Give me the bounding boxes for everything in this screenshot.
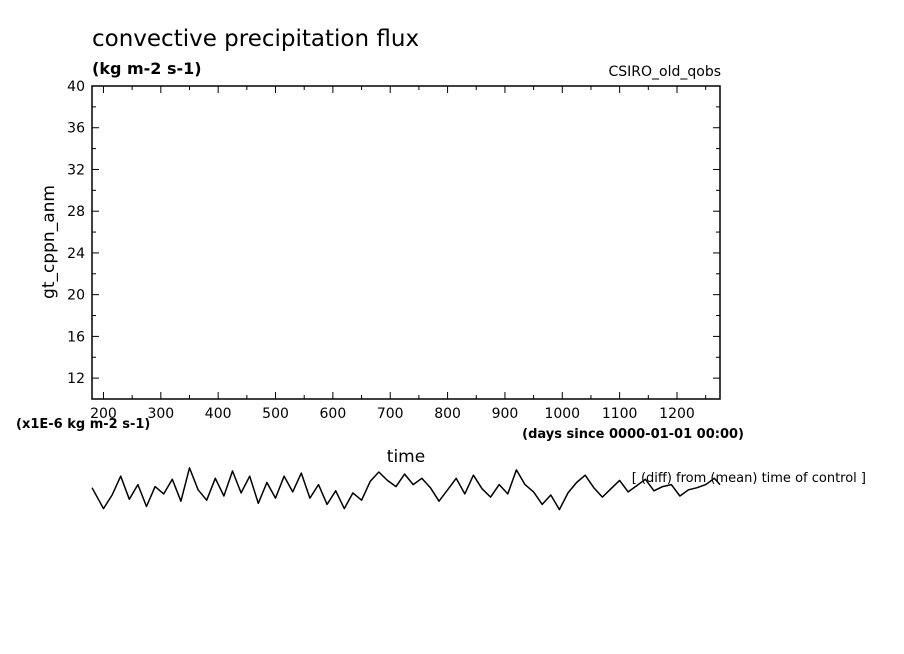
plot-frame <box>91 85 721 400</box>
x-axis: 200 300 400 500 600 700 800 900 1000 1100 1200 <box>90 86 707 422</box>
x-tick-label: 600 <box>320 406 347 422</box>
y-tick-label: 24 <box>67 246 85 262</box>
y-tick-label: 12 <box>67 371 85 387</box>
x-tick-label: 200 <box>90 406 117 422</box>
chart-title: convective precipitation flux <box>92 26 419 52</box>
units-label: (kg m-2 s-1) <box>92 59 202 78</box>
y-tick-label: 40 <box>67 79 85 95</box>
x-axis-label: time <box>387 447 425 467</box>
y-axis-label: gt_cppn_anm <box>39 185 59 299</box>
x-tick-label: 900 <box>492 406 519 422</box>
x-tick-label: 1000 <box>544 406 580 422</box>
x-units-label: (days since 0000-01-01 00:00) <box>522 427 744 442</box>
y-axis: 12 16 20 24 28 32 36 40 <box>67 79 720 400</box>
y-tick-label: 20 <box>67 288 85 304</box>
scale-note: (x1E-6 kg m-2 s-1) <box>16 417 150 432</box>
x-tick-label: 700 <box>377 406 404 422</box>
y-tick-label: 36 <box>67 121 85 137</box>
series-line <box>91 467 721 511</box>
x-tick-label: 500 <box>262 406 289 422</box>
x-tick-label: 1100 <box>602 406 638 422</box>
x-tick-label: 300 <box>147 406 174 422</box>
x-tick-label: 1200 <box>659 406 695 422</box>
y-tick-label: 28 <box>67 204 85 220</box>
x-tick-label: 400 <box>205 406 232 422</box>
y-tick-label: 16 <box>67 329 85 345</box>
source-label: CSIRO_old_qobs <box>608 64 721 80</box>
x-tick-label: 800 <box>434 406 461 422</box>
diff-note: [ (diff) from (mean) time of control ] <box>632 471 866 486</box>
y-tick-label: 32 <box>67 162 85 178</box>
